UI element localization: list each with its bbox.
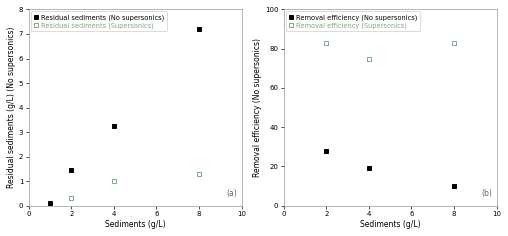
Legend: Residual sediments (No supersonics), Residual sediments (Supersonics): Residual sediments (No supersonics), Res… <box>31 11 167 31</box>
Text: (b): (b) <box>482 189 493 198</box>
X-axis label: Sediments (g/L): Sediments (g/L) <box>105 220 166 229</box>
X-axis label: Sediments (g/L): Sediments (g/L) <box>360 220 421 229</box>
Y-axis label: Residual sediments (g/L) (No supersonics): Residual sediments (g/L) (No supersonics… <box>7 27 16 188</box>
Legend: Removal efficiency (No supersonics), Removal efficiency (Supersonics): Removal efficiency (No supersonics), Rem… <box>286 11 420 31</box>
Y-axis label: Removal efficiency (No supersonics): Removal efficiency (No supersonics) <box>253 38 262 177</box>
Text: (a): (a) <box>227 189 237 198</box>
